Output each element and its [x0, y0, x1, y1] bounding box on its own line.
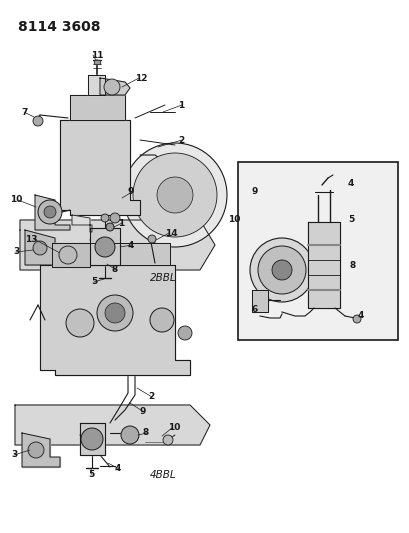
Text: 10: 10 [168, 424, 180, 432]
Text: 4: 4 [357, 311, 364, 319]
Polygon shape [72, 215, 92, 232]
Text: 1: 1 [118, 219, 124, 228]
Polygon shape [70, 95, 125, 120]
Circle shape [271, 260, 291, 280]
Text: 14: 14 [164, 229, 177, 238]
Circle shape [121, 426, 139, 444]
Text: 10: 10 [227, 215, 239, 224]
Polygon shape [252, 290, 267, 312]
Circle shape [33, 116, 43, 126]
Text: 5: 5 [92, 278, 98, 287]
Circle shape [150, 308, 173, 332]
Text: 5: 5 [347, 215, 353, 224]
Circle shape [59, 246, 77, 264]
Bar [237, 162, 397, 340]
Polygon shape [52, 243, 90, 267]
Text: 4: 4 [115, 464, 121, 473]
Text: 3: 3 [12, 450, 18, 459]
Polygon shape [90, 228, 120, 265]
Circle shape [97, 295, 133, 331]
Polygon shape [22, 433, 60, 467]
Circle shape [104, 79, 120, 95]
Text: 9: 9 [128, 188, 134, 197]
Text: 13: 13 [25, 235, 38, 244]
Polygon shape [55, 243, 170, 265]
Text: 1: 1 [178, 101, 184, 109]
Polygon shape [88, 75, 105, 95]
Text: 2: 2 [178, 135, 184, 144]
Text: 10: 10 [9, 196, 22, 205]
Text: 9: 9 [139, 408, 146, 416]
Circle shape [38, 200, 62, 224]
Polygon shape [80, 423, 105, 455]
Text: 3: 3 [14, 247, 20, 256]
Polygon shape [20, 220, 214, 270]
Polygon shape [94, 60, 100, 64]
Circle shape [105, 303, 125, 323]
Text: 8: 8 [143, 429, 149, 438]
Polygon shape [60, 120, 139, 215]
Text: 8114 3608: 8114 3608 [18, 20, 100, 34]
Text: 8: 8 [349, 261, 355, 270]
Circle shape [148, 235, 155, 243]
Polygon shape [307, 222, 339, 308]
Text: 9: 9 [251, 188, 257, 197]
Circle shape [101, 214, 109, 222]
Circle shape [249, 238, 313, 302]
Text: 7: 7 [22, 108, 28, 117]
Text: 2BBL: 2BBL [150, 273, 176, 283]
Circle shape [66, 309, 94, 337]
Polygon shape [25, 230, 65, 265]
Circle shape [157, 177, 193, 213]
Text: 2: 2 [148, 392, 154, 401]
Text: 6: 6 [251, 305, 257, 314]
Text: 12: 12 [135, 74, 147, 83]
Polygon shape [40, 265, 189, 375]
Text: 4: 4 [347, 179, 353, 188]
Circle shape [95, 237, 115, 257]
Circle shape [257, 246, 305, 294]
Circle shape [33, 241, 47, 255]
Circle shape [28, 442, 44, 458]
Polygon shape [35, 195, 70, 230]
Polygon shape [100, 78, 130, 95]
Circle shape [178, 326, 191, 340]
Circle shape [81, 428, 103, 450]
Text: 11: 11 [90, 51, 103, 60]
Text: 5: 5 [88, 471, 94, 480]
Circle shape [44, 206, 56, 218]
Circle shape [110, 213, 120, 223]
Text: 4: 4 [128, 240, 134, 249]
Circle shape [163, 435, 173, 445]
Text: 4BBL: 4BBL [150, 470, 176, 480]
Polygon shape [15, 405, 209, 445]
Circle shape [352, 315, 360, 323]
Circle shape [123, 143, 227, 247]
Text: 8: 8 [112, 265, 118, 274]
Circle shape [133, 153, 216, 237]
Circle shape [106, 223, 114, 231]
